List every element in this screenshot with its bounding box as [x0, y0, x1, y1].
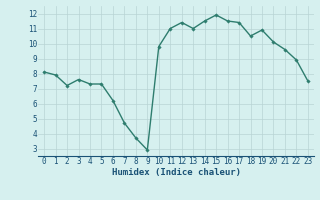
X-axis label: Humidex (Indice chaleur): Humidex (Indice chaleur): [111, 168, 241, 177]
